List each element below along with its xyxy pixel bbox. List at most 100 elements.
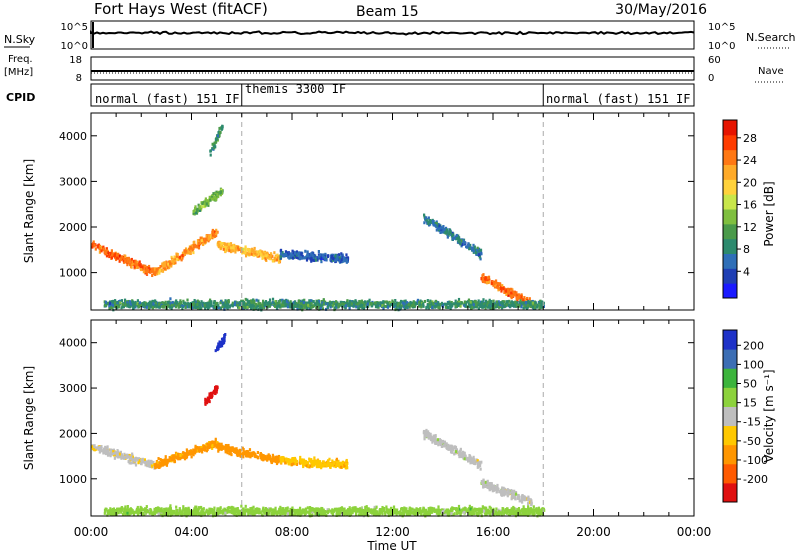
data-cell: [185, 305, 188, 309]
data-cell: [164, 455, 167, 459]
data-cell: [325, 463, 328, 467]
data-cell: [337, 305, 340, 309]
data-cell: [171, 458, 175, 462]
data-cell: [125, 256, 129, 260]
data-cell: [463, 451, 466, 455]
data-cell: [507, 491, 510, 495]
data-cell: [291, 249, 294, 253]
data-cell: [214, 437, 217, 441]
data-cell: [499, 305, 502, 309]
data-cell: [453, 236, 456, 240]
data-cell: [120, 256, 123, 260]
data-cell: [345, 458, 348, 462]
data-cell: [313, 259, 316, 263]
data-cell: [148, 306, 151, 310]
data-cell: [127, 455, 130, 459]
data-cell: [253, 301, 256, 305]
data-cell: [301, 254, 304, 258]
data-cell: [423, 215, 426, 219]
data-cell: [454, 304, 457, 308]
data-cell: [263, 301, 266, 305]
data-cell: [447, 446, 451, 450]
data-cell: [200, 236, 203, 240]
data-cell: [345, 260, 348, 264]
data-cell: [267, 456, 270, 460]
data-cell: [197, 241, 201, 245]
data-cell: [448, 230, 451, 234]
data-cell: [114, 256, 117, 260]
data-cell: [463, 457, 466, 461]
data-cell: [161, 304, 164, 308]
data-cell: [173, 303, 176, 307]
data-cell: [275, 302, 278, 306]
data-cell: [96, 245, 99, 249]
data-cell: [200, 302, 204, 306]
data-cell: [500, 493, 503, 497]
data-cell: [490, 484, 493, 488]
data-cell: [274, 300, 277, 304]
data-cell: [495, 490, 498, 494]
data-cell: [192, 304, 195, 308]
data-cell: [259, 302, 262, 306]
data-cell: [447, 305, 450, 309]
data-cell: [338, 256, 341, 260]
data-cell: [438, 303, 441, 307]
data-cell: [173, 459, 177, 463]
data-cell: [484, 277, 487, 281]
data-cell: [223, 445, 226, 449]
nsearch-tick-low: 10^0: [708, 41, 735, 52]
data-cell: [262, 455, 265, 459]
data-cell: [231, 246, 234, 250]
data-cell: [139, 263, 142, 267]
data-cell: [502, 486, 505, 490]
data-cell: [471, 247, 474, 251]
data-cell: [241, 247, 245, 251]
data-cell: [289, 458, 292, 462]
data-cell: [221, 339, 225, 343]
colorbar-tick-label: 16: [743, 199, 757, 212]
data-cell: [196, 445, 199, 449]
data-cell: [213, 141, 216, 145]
data-cell: [300, 252, 303, 256]
data-cell: [128, 305, 132, 309]
data-cell: [523, 495, 526, 499]
data-cell: [244, 451, 247, 455]
data-cell: [436, 302, 439, 306]
data-cell: [294, 462, 297, 466]
data-cell: [343, 305, 346, 309]
data-cell: [320, 466, 323, 470]
data-cell: [216, 345, 219, 349]
data-cell: [326, 460, 329, 464]
data-cell: [403, 304, 406, 308]
data-cell: [518, 303, 521, 307]
data-cell: [531, 305, 534, 309]
data-cell: [477, 299, 480, 303]
data-cell: [469, 246, 473, 250]
data-cell: [170, 255, 173, 259]
data-cell: [306, 254, 309, 258]
data-cell: [110, 306, 114, 310]
data-cell: [282, 300, 285, 304]
data-cell: [167, 301, 170, 305]
data-cell: [274, 459, 277, 463]
freq-label-1: Freq.: [8, 54, 33, 65]
data-cell: [469, 458, 472, 462]
data-cell: [108, 304, 111, 308]
data-cell: [275, 462, 279, 466]
data-cell: [479, 467, 482, 471]
data-cell: [221, 446, 225, 450]
data-cell: [328, 300, 332, 304]
data-cell: [425, 217, 428, 221]
data-cell: [332, 461, 336, 465]
data-cell: [475, 249, 479, 253]
data-cell: [267, 301, 270, 305]
data-cell: [138, 301, 141, 305]
data-cell: [126, 453, 129, 457]
data-cell: [458, 240, 461, 244]
nsky-panel: N.Sky 10^5 10^0 10^5 10^0 N.Search: [4, 20, 796, 52]
data-cell: [119, 299, 122, 303]
data-cell: [336, 257, 339, 261]
data-cell: [305, 461, 308, 465]
data-cell: [368, 298, 371, 302]
